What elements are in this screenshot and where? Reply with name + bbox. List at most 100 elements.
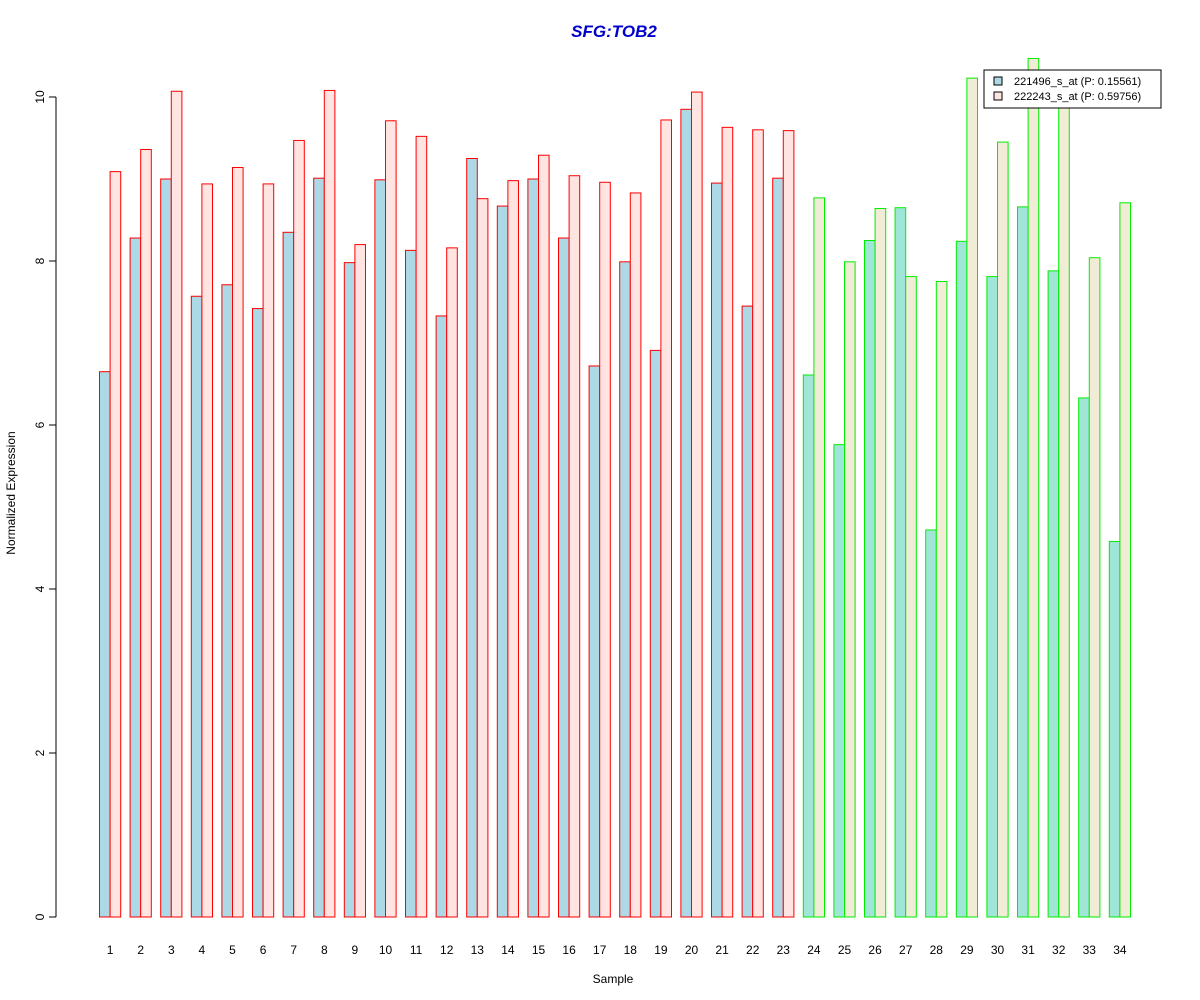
legend-entry-2: 222243_s_at (P: 0.59756): [1014, 91, 1141, 103]
x-tick-label: 27: [899, 943, 913, 957]
x-tick-label: 29: [960, 943, 974, 957]
x-tick-label: 6: [260, 943, 267, 957]
bar-1-sample-10: [374, 179, 386, 918]
bar-2-sample-25: [844, 261, 856, 918]
x-tick-label: 1: [107, 943, 114, 957]
bar-1-sample-21: [711, 182, 723, 918]
bar-2-sample-3: [170, 90, 183, 918]
x-tick-label: 3: [168, 943, 175, 957]
x-tick-label: 8: [321, 943, 328, 957]
bar-2-sample-18: [629, 192, 642, 918]
bar-2-sample-7: [293, 139, 305, 918]
y-axis: 0 2 4 6 8 10: [33, 90, 57, 920]
bar-2-sample-19: [660, 119, 673, 918]
x-tick-label: 25: [838, 943, 852, 957]
x-tick-label: 28: [930, 943, 944, 957]
x-tick-label: 18: [624, 943, 638, 957]
bar-1-sample-22: [741, 305, 754, 918]
x-tick-label: 24: [807, 943, 821, 957]
bar-1-sample-13: [466, 158, 478, 918]
bar-2-sample-20: [691, 91, 703, 918]
bar-1-sample-23: [772, 177, 784, 918]
bar-2-sample-32: [1058, 104, 1070, 918]
bar-1-sample-30: [986, 276, 999, 918]
bar-2-sample-34: [1119, 202, 1132, 918]
x-tick-label: 17: [593, 943, 607, 957]
legend-swatch-1: [993, 76, 1003, 86]
bar-1-sample-3: [160, 178, 172, 918]
bar-1-sample-28: [925, 529, 937, 918]
bar-2-sample-27: [905, 276, 917, 918]
bar-1-sample-32: [1047, 270, 1060, 918]
bar-2-sample-1: [109, 171, 122, 918]
y-tick-label: 8: [33, 257, 47, 264]
y-tick-label: 10: [33, 90, 47, 104]
bar-2-sample-23: [782, 130, 795, 918]
x-tick-label: 34: [1113, 943, 1127, 957]
x-tick-label: 4: [199, 943, 206, 957]
bar-2-sample-24: [813, 197, 826, 918]
bar-2-sample-13: [476, 198, 489, 918]
bar-1-sample-12: [435, 315, 448, 918]
legend: 221496_s_at (P: 0.15561) 222243_s_at (P: …: [983, 69, 1162, 109]
bar-1-sample-31: [1017, 206, 1029, 918]
bar-1-sample-4: [190, 295, 203, 918]
bar-2-sample-33: [1088, 257, 1101, 918]
x-tick-label: 26: [868, 943, 882, 957]
x-tick-label: 11: [410, 943, 423, 957]
bar-1-sample-20: [680, 108, 693, 918]
bar-2-sample-14: [507, 180, 519, 918]
bar-1-sample-1: [99, 371, 111, 918]
bar-1-sample-33: [1078, 397, 1090, 918]
bar-2-sample-10: [385, 120, 397, 918]
bar-1-sample-6: [252, 308, 264, 918]
x-tick-label: 2: [137, 943, 144, 957]
legend-swatch-2: [993, 91, 1003, 101]
bar-1-sample-15: [527, 178, 540, 918]
bar-2-sample-5: [232, 167, 244, 918]
y-tick-label: 6: [33, 421, 47, 428]
bar-2-sample-6: [262, 183, 275, 918]
x-tick-label: 33: [1083, 943, 1097, 957]
bar-2-sample-30: [997, 141, 1009, 918]
y-axis-label: Normalized Expression: [4, 431, 18, 554]
x-axis-label: Sample: [593, 972, 634, 986]
bar-1-sample-2: [129, 237, 142, 918]
bar-2-sample-26: [874, 208, 887, 918]
bar-1-sample-5: [221, 284, 233, 918]
x-tick-label: 21: [715, 943, 729, 957]
x-axis: 1 2 3 4 5 6 7 8 9 10 11 12 13 14 15 16 17 18 19 20 21 22 23 24 2…: [107, 943, 1127, 957]
y-tick-label: 4: [33, 585, 47, 592]
bar-2-sample-22: [752, 129, 764, 918]
bar-2-sample-17: [599, 181, 611, 918]
bar-1-sample-24: [802, 374, 815, 918]
x-tick-label: 10: [379, 943, 393, 957]
bar-2-sample-16: [568, 175, 581, 918]
x-tick-label: 15: [532, 943, 546, 957]
x-tick-label: 20: [685, 943, 699, 957]
x-tick-label: 19: [654, 943, 668, 957]
x-tick-label: 32: [1052, 943, 1066, 957]
x-tick-label: 30: [991, 943, 1005, 957]
x-tick-label: 22: [746, 943, 760, 957]
x-tick-label: 13: [471, 943, 485, 957]
x-tick-label: 9: [352, 943, 359, 957]
legend-entry-1: 221496_s_at (P: 0.15561): [1014, 76, 1141, 88]
bar-1-sample-27: [894, 207, 907, 918]
bar-1-sample-8: [313, 177, 325, 918]
y-tick-label: 2: [33, 749, 47, 756]
bar-1-sample-16: [558, 237, 570, 918]
bar-1-sample-19: [649, 349, 662, 918]
bar-1-sample-25: [833, 444, 846, 918]
bar-1-sample-18: [619, 261, 631, 918]
bar-1-sample-34: [1108, 540, 1121, 918]
legend-box: [983, 69, 1162, 109]
bar-1-sample-29: [955, 240, 968, 918]
bar-2-sample-9: [354, 244, 366, 918]
x-tick-label: 12: [440, 943, 454, 957]
y-tick-label: 0: [33, 913, 47, 920]
x-tick-label: 16: [562, 943, 576, 957]
bar-1-sample-14: [496, 205, 509, 918]
bar-2-sample-2: [140, 148, 152, 918]
